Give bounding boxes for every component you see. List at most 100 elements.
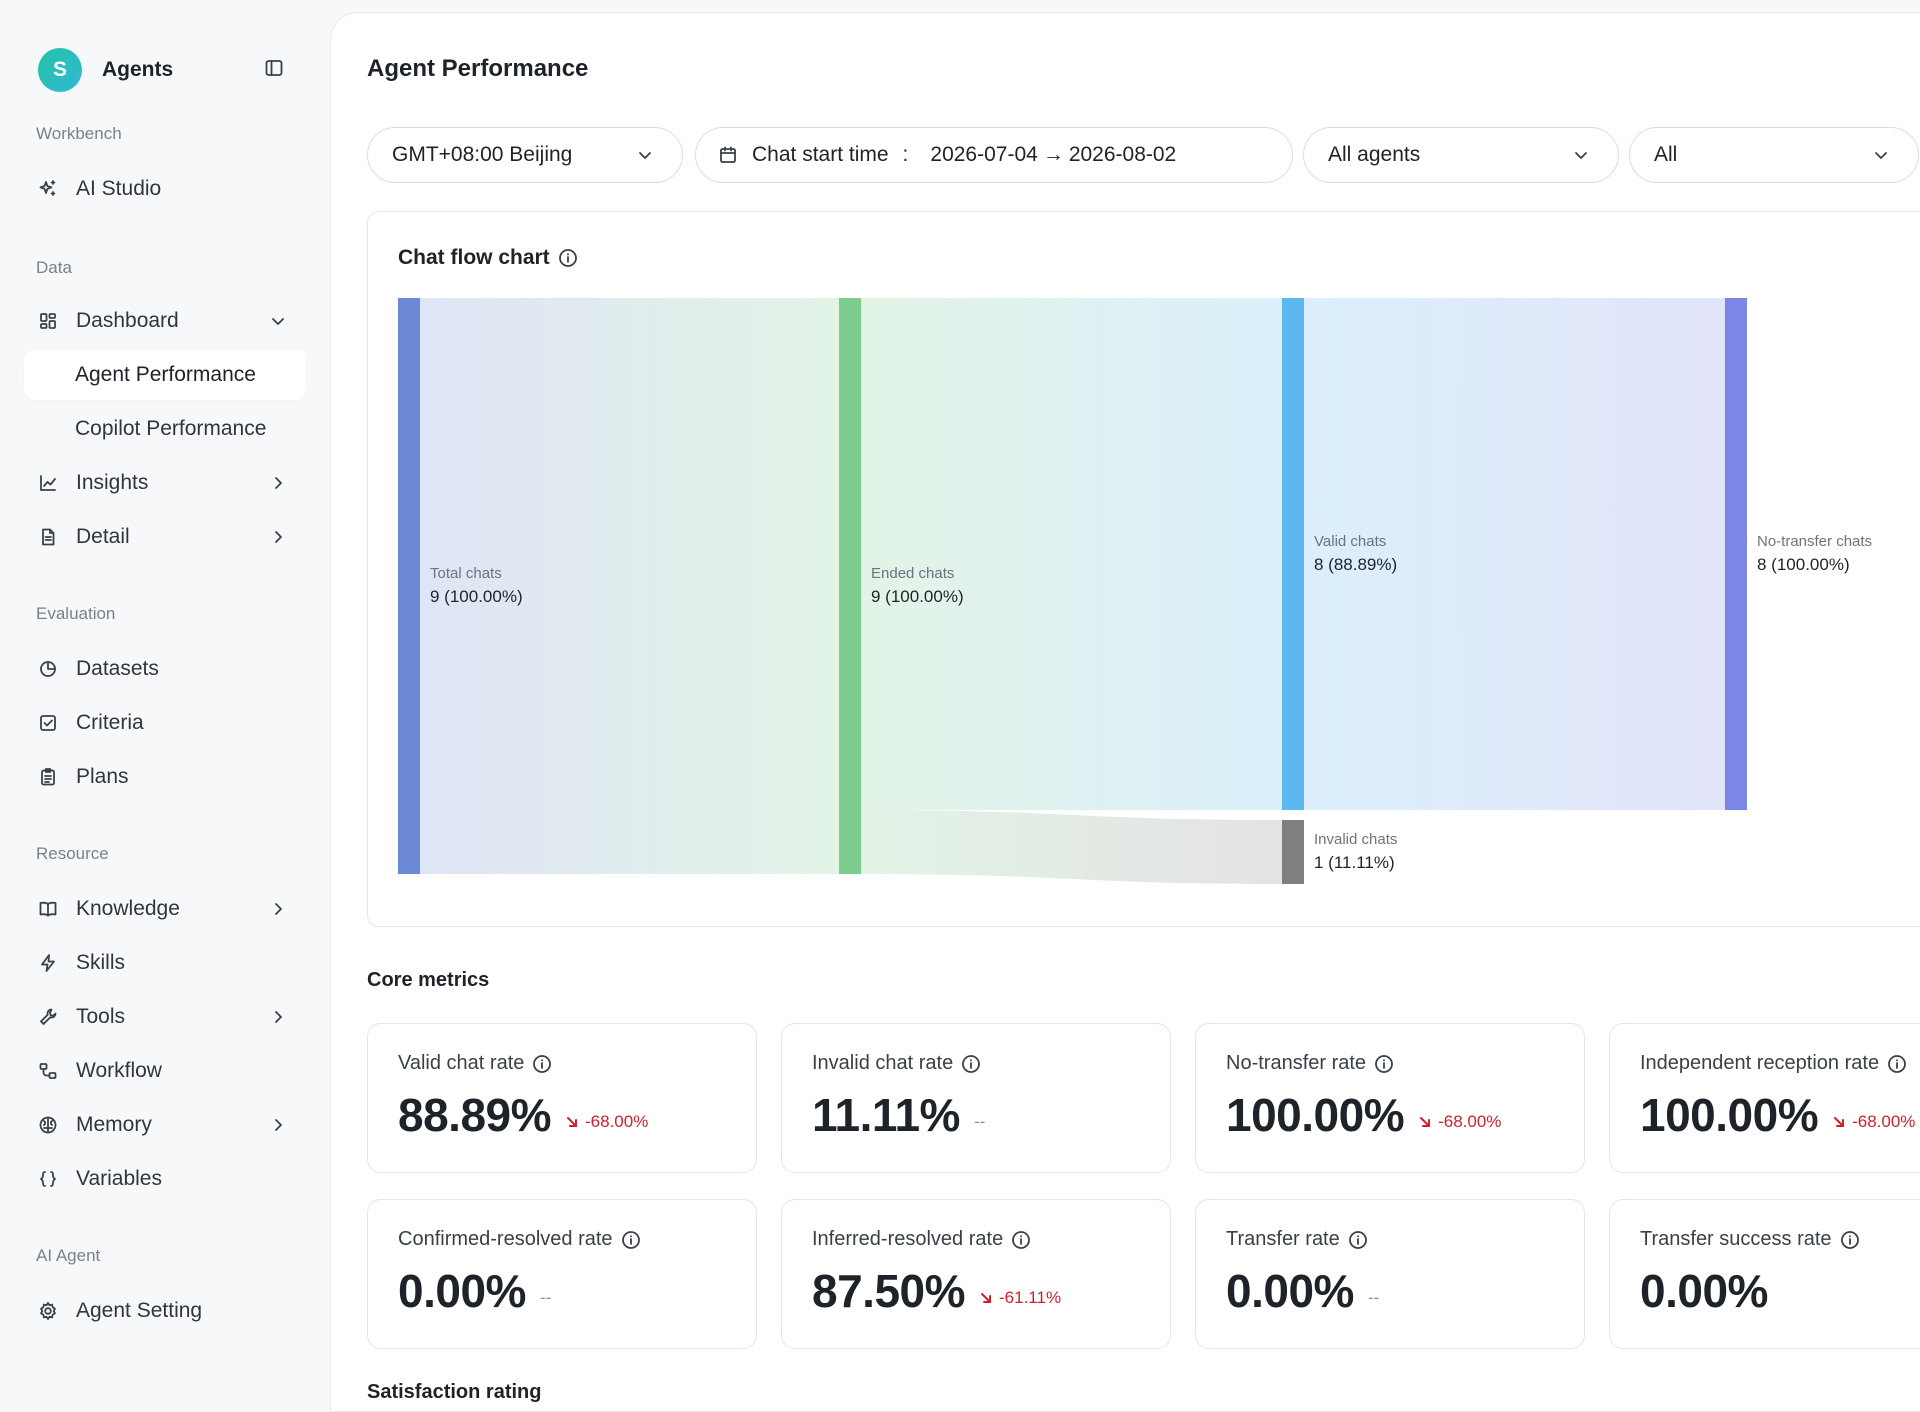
sankey-node-bar[interactable] xyxy=(1282,820,1304,884)
sidebar-item-workflow[interactable]: Workflow xyxy=(24,1046,306,1096)
metric-value: 11.11% xyxy=(812,1089,960,1141)
metric-delta-text: -68.00% xyxy=(1438,1112,1502,1131)
sidebar-item-memory[interactable]: Memory xyxy=(24,1100,306,1150)
sidebar-item-label: AI Studio xyxy=(76,177,162,200)
sankey-node-bar[interactable] xyxy=(1282,298,1304,810)
metric-label: Independent reception rate xyxy=(1640,1052,1907,1075)
sidebar-item-ai-studio[interactable]: AI Studio xyxy=(24,164,306,214)
arrow-down-right-icon xyxy=(979,1291,993,1305)
sankey-link[interactable] xyxy=(420,298,839,874)
sidebar-item-variables[interactable]: Variables xyxy=(24,1154,306,1204)
sidebar-toggle-icon[interactable] xyxy=(262,56,286,80)
calendar-icon xyxy=(718,145,738,165)
sidebar-item-label: Agent Performance xyxy=(75,363,256,386)
chevron-down-icon xyxy=(1870,144,1892,166)
sparkle-icon xyxy=(36,177,60,201)
document-icon xyxy=(36,525,60,549)
sidebar-item-label: Datasets xyxy=(76,657,159,680)
info-icon[interactable] xyxy=(1374,1054,1394,1074)
metric-value: 0.00% xyxy=(398,1265,526,1317)
sidebar-item-label: Variables xyxy=(76,1167,162,1190)
sankey-node-label: Total chats xyxy=(430,565,502,582)
metric-label-text: Valid chat rate xyxy=(398,1052,525,1074)
sidebar-item-knowledge[interactable]: Knowledge xyxy=(24,884,306,934)
metric-card: Confirmed-resolved rate 0.00% -- xyxy=(367,1199,757,1349)
metric-label-text: Independent reception rate xyxy=(1640,1052,1880,1074)
sidebar-item-tools[interactable]: Tools xyxy=(24,992,306,1042)
sankey-node-label: Valid chats xyxy=(1314,533,1386,550)
sidebar-item-datasets[interactable]: Datasets xyxy=(24,644,306,694)
chat-flow-title: Chat flow chart xyxy=(398,246,578,270)
main-panel: Agent Performance GMT+08:00 Beijing Chat… xyxy=(330,12,1920,1412)
arrow-down-right-icon xyxy=(1418,1115,1432,1129)
sankey-node-value: 8 (100.00%) xyxy=(1757,555,1850,574)
metric-label-text: Transfer rate xyxy=(1226,1228,1340,1250)
info-icon[interactable] xyxy=(1887,1054,1907,1074)
metric-label-text: Inferred-resolved rate xyxy=(812,1228,1004,1250)
sidebar-item-detail[interactable]: Detail xyxy=(24,512,306,562)
metric-label: Invalid chat rate xyxy=(812,1052,981,1075)
sankey-node-label: Invalid chats xyxy=(1314,831,1397,848)
metric-value: 100.00% xyxy=(1640,1089,1819,1141)
sankey-link[interactable] xyxy=(861,298,1282,810)
sankey-node-bar[interactable] xyxy=(398,298,420,874)
section-workbench: Workbench xyxy=(36,124,122,143)
arrow-down-right-icon xyxy=(565,1115,579,1129)
sankey-node-bar[interactable] xyxy=(1725,298,1747,810)
sidebar-item-agent-setting[interactable]: Agent Setting xyxy=(24,1286,306,1336)
metric-delta: -61.11% xyxy=(979,1288,1061,1308)
info-icon[interactable] xyxy=(961,1054,981,1074)
sidebar-item-dashboard[interactable]: Dashboard xyxy=(24,296,306,346)
chevron-right-icon xyxy=(266,525,290,549)
metric-delta-text: -68.00% xyxy=(585,1112,649,1131)
workflow-icon xyxy=(36,1059,60,1083)
wrench-icon xyxy=(36,1005,60,1029)
lightning-icon xyxy=(36,951,60,975)
chevron-down-icon xyxy=(266,309,290,333)
sidebar-item-agent-performance[interactable]: Agent Performance xyxy=(24,350,306,400)
sidebar-item-label: Memory xyxy=(76,1113,152,1136)
agents-select[interactable]: All agents xyxy=(1303,127,1619,183)
sidebar-item-label: Workflow xyxy=(76,1059,162,1082)
sankey-link[interactable] xyxy=(861,810,1282,884)
date-range-picker[interactable]: Chat start time : 2026-07-04 → 2026-08-0… xyxy=(695,127,1293,183)
sidebar-item-copilot-performance[interactable]: Copilot Performance xyxy=(24,404,306,454)
checkbox-icon xyxy=(36,711,60,735)
sidebar-item-skills[interactable]: Skills xyxy=(24,938,306,988)
info-icon[interactable] xyxy=(532,1054,552,1074)
metric-label-text: Transfer success rate xyxy=(1640,1228,1832,1250)
timezone-select[interactable]: GMT+08:00 Beijing xyxy=(367,127,683,183)
metric-delta-text: -61.11% xyxy=(999,1288,1062,1307)
info-icon[interactable] xyxy=(1011,1230,1031,1250)
sidebar-item-insights[interactable]: Insights xyxy=(24,458,306,508)
chevron-right-icon xyxy=(266,1005,290,1029)
date-end[interactable]: 2026-08-02 xyxy=(1068,143,1177,166)
sidebar-item-criteria[interactable]: Criteria xyxy=(24,698,306,748)
sidebar-item-plans[interactable]: Plans xyxy=(24,752,306,802)
braces-icon xyxy=(36,1167,60,1191)
chevron-right-icon xyxy=(266,897,290,921)
brand[interactable]: S Agents xyxy=(38,48,173,92)
date-range-separator: : xyxy=(902,143,909,166)
metric-delta: -68.00% xyxy=(565,1112,648,1132)
metric-delta-text: -68.00% xyxy=(1852,1112,1916,1131)
metric-delta: -- xyxy=(974,1112,985,1132)
sidebar-item-label: Dashboard xyxy=(76,309,179,332)
sankey-node-bar[interactable] xyxy=(839,298,861,874)
metric-label-text: Confirmed-resolved rate xyxy=(398,1228,613,1250)
info-icon[interactable] xyxy=(1840,1230,1860,1250)
info-icon[interactable] xyxy=(621,1230,641,1250)
chevron-right-icon xyxy=(266,1113,290,1137)
brand-avatar: S xyxy=(38,48,82,92)
metric-delta-text: -- xyxy=(1367,1288,1380,1307)
info-icon[interactable] xyxy=(1348,1230,1368,1250)
sankey-link[interactable] xyxy=(1304,298,1725,810)
metric-label-text: No-transfer rate xyxy=(1226,1052,1367,1074)
extra-filter-select[interactable]: All xyxy=(1629,127,1919,183)
metric-delta: -- xyxy=(540,1288,551,1308)
date-start[interactable]: 2026-07-04 xyxy=(930,143,1038,166)
info-icon[interactable] xyxy=(558,248,578,268)
sidebar-item-label: Detail xyxy=(76,525,130,548)
agents-value: All agents xyxy=(1328,143,1421,166)
book-icon xyxy=(36,897,60,921)
